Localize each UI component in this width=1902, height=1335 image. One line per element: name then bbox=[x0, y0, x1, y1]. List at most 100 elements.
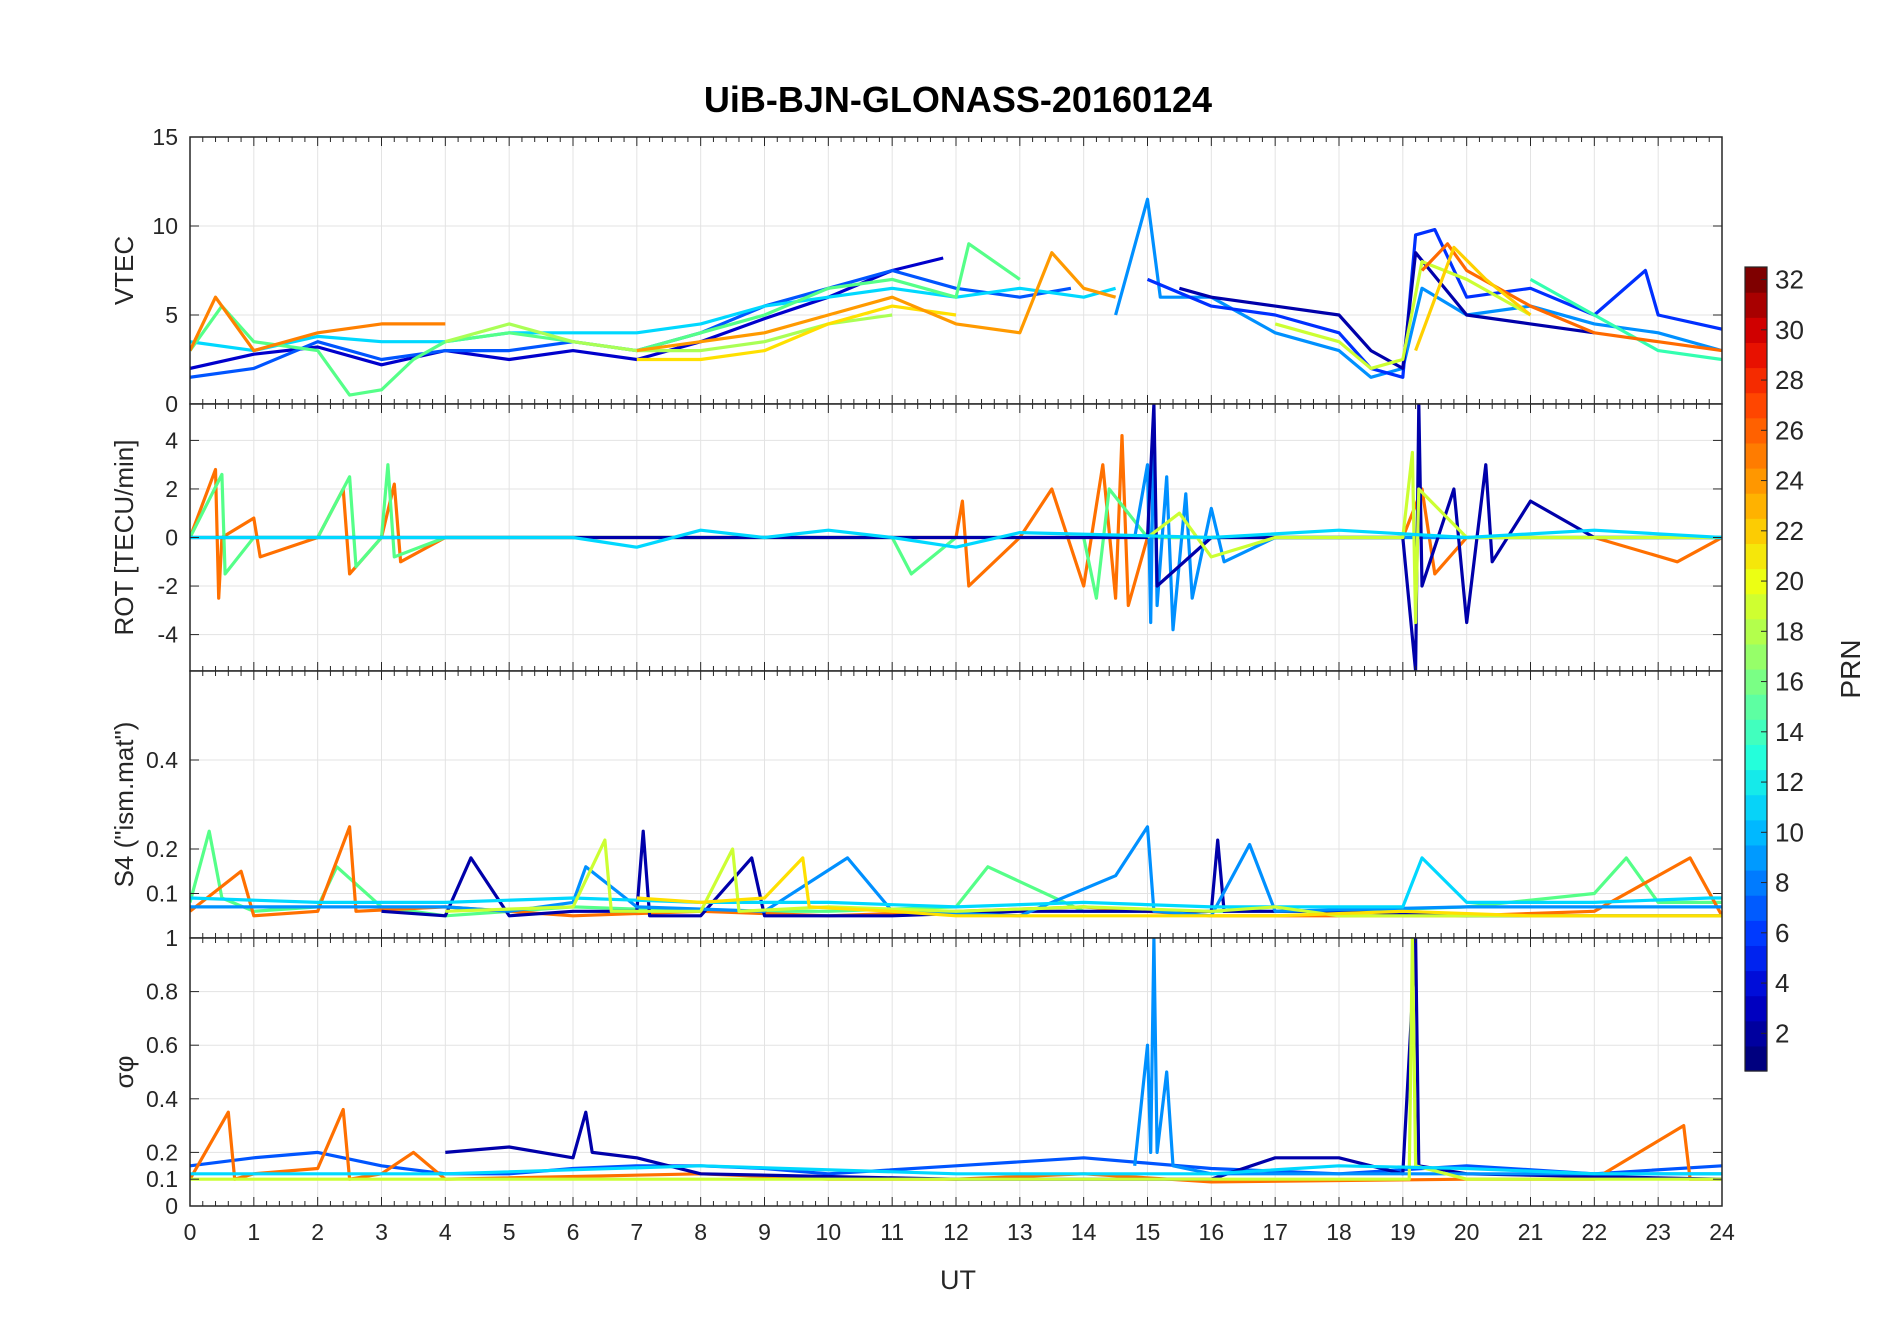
series-line-prn-2 bbox=[1178, 251, 1595, 370]
colorbar-segment bbox=[1745, 267, 1767, 293]
y-tick-label: 0.2 bbox=[146, 1139, 178, 1165]
colorbar-tick-label: 26 bbox=[1775, 415, 1804, 445]
y-tick-label: -4 bbox=[158, 622, 179, 648]
y-axis-label: σφ bbox=[109, 1056, 139, 1089]
y-tick-label: 0.2 bbox=[146, 836, 178, 862]
colorbar-segment bbox=[1745, 643, 1767, 670]
colorbar-segment bbox=[1745, 392, 1767, 419]
series-line-prn-18 bbox=[1274, 260, 1532, 370]
colorbar-segment bbox=[1745, 970, 1767, 997]
x-tick-label: 18 bbox=[1326, 1219, 1352, 1245]
colorbar-segment bbox=[1745, 719, 1767, 745]
x-tick-label: 22 bbox=[1582, 1219, 1608, 1245]
colorbar-segment bbox=[1745, 819, 1767, 846]
y-tick-label: 0.4 bbox=[146, 1086, 178, 1112]
colorbar-segment bbox=[1745, 568, 1767, 595]
y-tick-label: 0.1 bbox=[146, 881, 178, 907]
x-tick-label: 9 bbox=[758, 1219, 771, 1245]
series-line-prn-6 bbox=[1146, 228, 1722, 379]
colorbar-segment bbox=[1745, 669, 1767, 695]
panel-sigma: 00.10.2 0.4 0.6 0.8 1 σφ bbox=[109, 925, 1723, 1219]
series-line-prn-23 bbox=[190, 434, 1722, 608]
x-tick-label: 0 bbox=[184, 1219, 197, 1245]
series-line-prn-15 bbox=[190, 242, 1021, 397]
colorbar-segment bbox=[1745, 543, 1767, 570]
series-line-prn-22 bbox=[636, 251, 1117, 353]
colorbar-segment bbox=[1745, 844, 1767, 871]
y-axis-label: ROT [TECU/min] bbox=[109, 440, 139, 636]
colorbar-tick-label: 32 bbox=[1775, 265, 1804, 295]
colorbar-segment bbox=[1745, 468, 1767, 494]
series-line-prn-9 bbox=[1133, 938, 1722, 1176]
x-tick-label: 16 bbox=[1199, 1219, 1225, 1245]
x-tick-label: 7 bbox=[630, 1219, 643, 1245]
colorbar-segment bbox=[1745, 618, 1767, 645]
x-tick-label: 15 bbox=[1135, 1219, 1161, 1245]
y-tick-label: 2 bbox=[165, 476, 178, 502]
colorbar-tick-label: 24 bbox=[1775, 466, 1804, 496]
series-group bbox=[190, 825, 1722, 918]
colorbar-tick-label: 30 bbox=[1775, 315, 1804, 345]
x-tick-label: 17 bbox=[1262, 1219, 1288, 1245]
series-line-prn-20 bbox=[636, 856, 1722, 918]
series-line-prn-9 bbox=[190, 825, 1722, 918]
y-tick-label: 5 bbox=[165, 302, 178, 328]
series-line-prn-18 bbox=[190, 938, 1722, 1181]
y-tick-label: 0.1 bbox=[146, 1166, 178, 1192]
series-line-prn-12 bbox=[190, 856, 1722, 909]
colorbar-segment bbox=[1745, 593, 1767, 620]
x-tick-label: 21 bbox=[1518, 1219, 1544, 1245]
x-tick-label: 13 bbox=[1007, 1219, 1033, 1245]
series-line-prn-14 bbox=[1529, 278, 1722, 362]
colorbar-tick-label: 10 bbox=[1775, 817, 1804, 847]
colorbar-segment bbox=[1745, 694, 1767, 720]
series-group bbox=[190, 404, 1722, 671]
y-tick-label: 0.4 bbox=[146, 747, 178, 773]
x-axis-label: UT bbox=[940, 1265, 976, 1295]
y-tick-label: 4 bbox=[165, 427, 178, 453]
series-line-prn-20 bbox=[636, 304, 957, 362]
x-tick-label: 20 bbox=[1454, 1219, 1480, 1245]
x-tick-label: 23 bbox=[1645, 1219, 1671, 1245]
colorbar-label: PRN bbox=[1835, 639, 1866, 698]
y-tick-label: 0.6 bbox=[146, 1032, 178, 1058]
series-line-prn-21 bbox=[1414, 245, 1532, 352]
colorbar-segment bbox=[1745, 945, 1767, 972]
colorbar-segment bbox=[1745, 342, 1767, 369]
panel-vtec: 0 5 10 15 VTEC bbox=[109, 124, 1723, 417]
x-tick-label: 19 bbox=[1390, 1219, 1416, 1245]
y-axis-label: S4 ("ism.mat") bbox=[109, 722, 139, 888]
series-line-prn-12 bbox=[190, 528, 1722, 549]
colorbar-tick-label: 28 bbox=[1775, 365, 1804, 395]
colorbar-segment bbox=[1745, 895, 1767, 921]
x-tick-label: 8 bbox=[694, 1219, 707, 1245]
series-group bbox=[190, 197, 1722, 397]
series-line-prn-24 bbox=[1420, 242, 1722, 353]
y-tick-label: 0 bbox=[165, 1193, 178, 1219]
x-tick-label: 4 bbox=[439, 1219, 452, 1245]
colorbar-segment bbox=[1745, 518, 1767, 544]
colorbar-tick-label: 14 bbox=[1775, 717, 1804, 747]
x-tick-label: 6 bbox=[567, 1219, 580, 1245]
series-line-prn-18 bbox=[445, 838, 1722, 918]
colorbar-segment bbox=[1745, 317, 1767, 343]
y-tick-label: 0.8 bbox=[146, 979, 178, 1005]
chart-title: UiB-BJN-GLONASS-20160124 bbox=[704, 79, 1212, 120]
colorbar-tick-label: 2 bbox=[1775, 1018, 1789, 1048]
y-tick-label: 1 bbox=[165, 925, 178, 951]
series-group bbox=[190, 938, 1722, 1184]
colorbar-tick-label: 18 bbox=[1775, 616, 1804, 646]
colorbar-segment bbox=[1745, 367, 1767, 394]
colorbar-tick-label: 16 bbox=[1775, 667, 1804, 697]
y-tick-label: -2 bbox=[158, 573, 178, 599]
panel-s4: 0.1 0.2 0.4 S4 ("ism.mat") bbox=[109, 670, 1723, 939]
colorbar-segment bbox=[1745, 1020, 1767, 1047]
y-axis-label: VTEC bbox=[109, 236, 139, 305]
colorbar-segment bbox=[1745, 870, 1767, 896]
series-line-prn-12 bbox=[190, 1164, 1722, 1176]
x-tick-label: 5 bbox=[503, 1219, 516, 1245]
x-tick-label: 14 bbox=[1071, 1219, 1097, 1245]
